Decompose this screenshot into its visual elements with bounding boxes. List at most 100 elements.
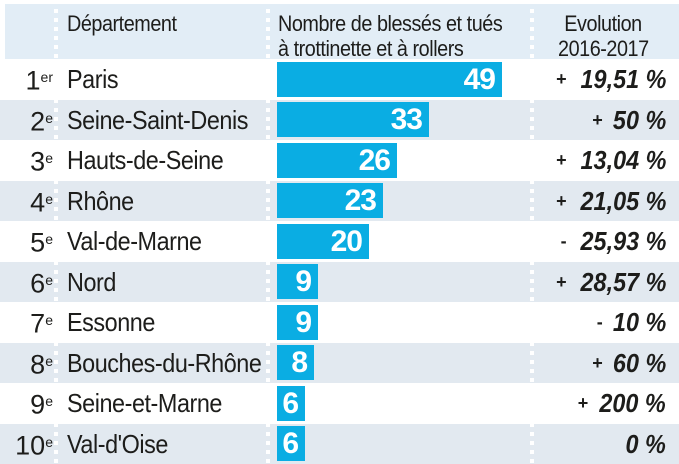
bar-cell: 8 <box>268 345 533 381</box>
rank-suffix: e <box>45 231 53 248</box>
header-evolution-line2: 2016-2017 <box>557 36 649 61</box>
value-bar: 26 <box>277 142 397 178</box>
value-label: 23 <box>344 184 377 218</box>
rank-number: 8 <box>30 349 46 380</box>
evolution-sign: - <box>560 231 567 252</box>
department-name: Bouches-du-Rhône <box>67 347 262 378</box>
evolution-cell: +13,04 % <box>533 140 679 180</box>
bar-cell: 6 <box>268 385 533 421</box>
value-label: 6 <box>282 386 299 420</box>
rank-suffix: e <box>45 433 53 450</box>
value-bar: 9 <box>277 264 318 300</box>
rank-suffix: e <box>45 312 53 329</box>
value-bar: 9 <box>277 304 318 340</box>
rank-cell: 1er <box>0 57 56 101</box>
department-cell: Bouches-du-Rhône <box>56 343 268 383</box>
rank-suffix: e <box>45 109 53 126</box>
table-row: 3e Hauts-de-Seine 26 +13,04 % <box>0 140 679 181</box>
value-bar: 20 <box>277 223 369 259</box>
rank-suffix: e <box>45 271 53 288</box>
evolution-sign: + <box>556 190 567 211</box>
department-name: Val-de-Marne <box>67 226 202 257</box>
rank-suffix: e <box>45 393 53 410</box>
department-cell: Val-d'Oise <box>56 424 268 464</box>
table-row: 10e Val-d'Oise 6 0 % <box>0 422 679 464</box>
rank-cell: 2e <box>0 98 56 142</box>
rank-cell: 10e <box>0 422 56 464</box>
header-evolution-line1: Evolution <box>564 11 642 36</box>
department-name: Rhône <box>67 185 134 216</box>
value-bar: 6 <box>277 385 305 421</box>
header-bar-line2: à trottinette et à rollers <box>278 36 464 61</box>
table-row: 2e Seine-Saint-Denis 33 +50 % <box>0 98 679 142</box>
rank-number: 4 <box>30 187 46 218</box>
evolution-cell: -10 % <box>533 302 679 342</box>
evolution-value: 21,05 % <box>580 185 666 216</box>
bar-cell: 6 <box>268 426 533 462</box>
department-name: Paris <box>67 64 119 95</box>
department-name: Hauts-de-Seine <box>67 145 224 176</box>
evolution-value: 0 % <box>625 428 666 459</box>
rank-cell: 3e <box>0 138 56 182</box>
rank-suffix: e <box>45 190 53 207</box>
rank-cell: 7e <box>0 300 56 344</box>
evolution-value: 60 % <box>612 347 666 378</box>
bar-cell: 9 <box>268 304 533 340</box>
bar-cell: 20 <box>268 223 533 259</box>
bar-cell: 26 <box>268 142 533 178</box>
table-row: 1er Paris 49 +19,51 % <box>0 59 679 100</box>
evolution-value: 10 % <box>612 307 666 338</box>
rank-number: 10 <box>15 430 46 461</box>
table-row: 4e Rhône 23 +21,05 % <box>0 180 679 221</box>
evolution-value: 25,93 % <box>580 226 666 257</box>
evolution-cell: +50 % <box>533 100 679 140</box>
rank-number: 1 <box>25 66 41 97</box>
evolution-value: 50 % <box>612 104 666 135</box>
department-name: Seine-Saint-Denis <box>67 104 248 135</box>
header-bar-line1: Nombre de blessés et tués <box>278 11 503 36</box>
table-row: 5e Val-de-Marne 20 -25,93 % <box>0 221 679 262</box>
header-department-label: Département <box>67 11 177 36</box>
evolution-value: 28,57 % <box>580 266 666 297</box>
rank-number: 7 <box>30 309 46 340</box>
header-rank-spacer <box>5 4 56 59</box>
value-bar: 23 <box>277 183 383 219</box>
evolution-value: 13,04 % <box>580 145 666 176</box>
evolution-cell: +28,57 % <box>533 262 679 302</box>
bar-cell: 23 <box>268 183 533 219</box>
bar-cell: 9 <box>268 264 533 300</box>
rank-suffix: e <box>45 150 53 167</box>
rank-number: 9 <box>30 390 46 421</box>
department-name: Essonne <box>67 307 155 338</box>
department-name: Nord <box>67 266 116 297</box>
evolution-cell: -25,93 % <box>533 221 679 261</box>
value-label: 9 <box>295 265 312 299</box>
rank-suffix: e <box>45 352 53 369</box>
value-label: 6 <box>282 427 299 461</box>
value-label: 9 <box>295 305 312 339</box>
rank-cell: 6e <box>0 260 56 304</box>
table-row: 8e Bouches-du-Rhône 8 +60 % <box>0 341 679 385</box>
evolution-value: 200 % <box>599 388 666 419</box>
department-cell: Nord <box>56 262 268 302</box>
value-bar: 6 <box>277 426 305 462</box>
value-label: 26 <box>358 143 391 177</box>
value-label: 8 <box>291 346 308 380</box>
department-name: Val-d'Oise <box>67 428 168 459</box>
department-name: Seine-et-Marne <box>67 388 222 419</box>
evolution-sign: + <box>556 150 567 171</box>
bar-cell: 33 <box>268 102 533 138</box>
rank-cell: 8e <box>0 341 56 385</box>
value-label: 33 <box>390 103 423 137</box>
table-body: 1er Paris 49 +19,51 % 2e Seine-Saint-Den… <box>0 59 679 464</box>
evolution-sign: + <box>592 109 603 130</box>
rank-number: 3 <box>30 147 46 178</box>
evolution-cell: +21,05 % <box>533 181 679 221</box>
table-row: 9e Seine-et-Marne 6 +200 % <box>0 383 679 424</box>
rank-suffix: er <box>40 69 53 86</box>
evolution-cell: +200 % <box>533 383 679 423</box>
header-bar-metric: Nombre de blessés et tués à trottinette … <box>268 4 533 61</box>
table-row: 7e Essonne 9 -10 % <box>0 302 679 343</box>
evolution-cell: 0 % <box>533 424 679 464</box>
